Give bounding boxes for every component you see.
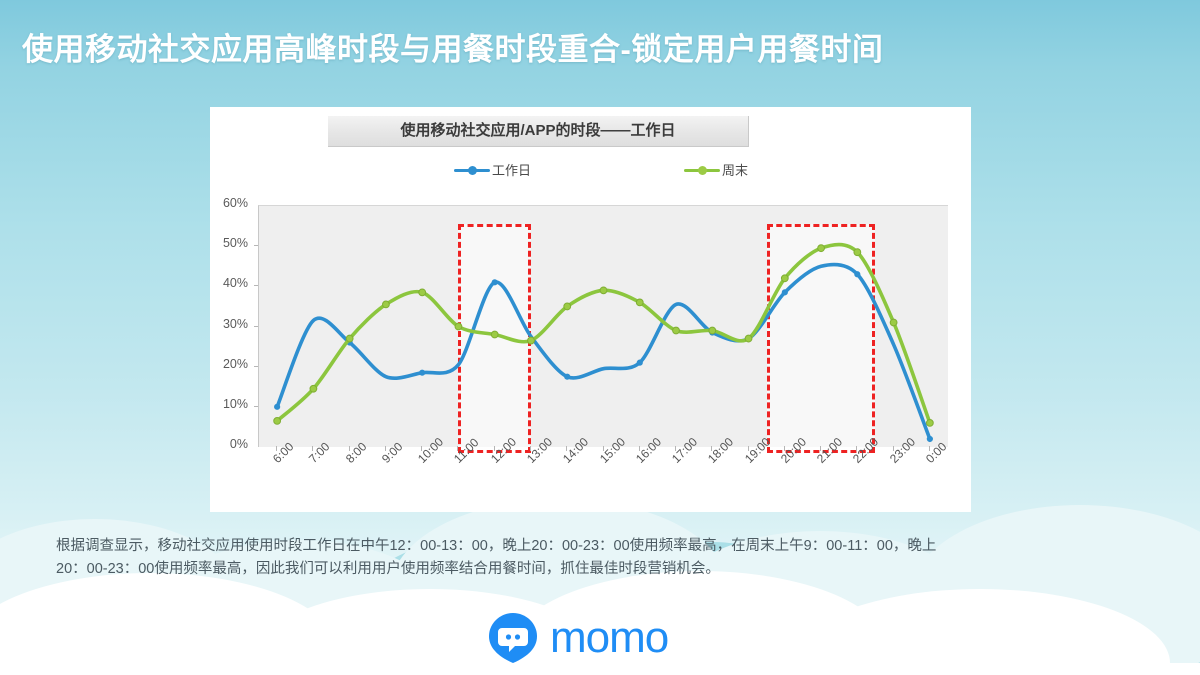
data-point bbox=[563, 302, 572, 311]
y-axis-tick-label: 20% bbox=[222, 356, 248, 371]
x-axis-tick-mark bbox=[747, 446, 749, 451]
x-axis-tick-mark bbox=[421, 446, 423, 451]
data-point bbox=[925, 419, 934, 427]
y-axis-tick-label: 10% bbox=[222, 396, 248, 411]
x-axis-tick-mark bbox=[675, 446, 677, 451]
x-axis-tick-mark bbox=[928, 446, 930, 451]
x-axis-tick-mark bbox=[529, 446, 531, 451]
y-axis-tick-label: 40% bbox=[222, 276, 248, 291]
data-point bbox=[491, 279, 498, 286]
data-point bbox=[781, 289, 788, 296]
x-axis: 6:00 7:00 8:00 9:00 10:00 11:00 12:00 13:00 14:0… bbox=[258, 435, 949, 512]
x-axis-tick-mark bbox=[493, 446, 495, 451]
data-point bbox=[926, 435, 933, 443]
logo-wordmark: momo bbox=[550, 613, 669, 662]
data-point bbox=[454, 322, 463, 331]
x-axis-tick-mark bbox=[384, 446, 386, 451]
legend-label-weekday: 工作日 bbox=[492, 163, 532, 178]
x-axis-tick-mark bbox=[638, 446, 640, 451]
y-axis-tick-label: 60% bbox=[222, 196, 248, 210]
data-point bbox=[672, 326, 680, 335]
data-point bbox=[854, 271, 861, 278]
x-axis-tick-mark bbox=[892, 446, 894, 451]
caption-line-1: 根据调查显示，移动社交应用使用时段工作日在中午12：00-13：00，晚上20：… bbox=[56, 538, 937, 554]
caption-line-2: 20：00-23：00使用频率最高，因此我们可以利用用户使用频率结合用餐时间，抓… bbox=[56, 561, 720, 577]
data-point bbox=[817, 244, 825, 253]
dinner-peak-box bbox=[766, 224, 876, 453]
data-point bbox=[309, 384, 318, 393]
plot-area bbox=[258, 205, 948, 453]
x-axis-tick-mark bbox=[457, 446, 459, 451]
y-axis-tick-mark bbox=[254, 325, 260, 327]
series-line-weekday bbox=[275, 262, 932, 441]
momo-logo: momo bbox=[488, 612, 712, 664]
x-axis-tick-mark bbox=[276, 446, 278, 451]
legend-item-weekday[interactable]: 工作日 bbox=[454, 160, 531, 179]
y-axis-tick-mark bbox=[254, 245, 260, 247]
y-axis-tick-label: 0% bbox=[229, 437, 248, 451]
x-axis-tick-mark bbox=[820, 446, 822, 451]
data-point bbox=[274, 403, 281, 410]
series-line-weekend bbox=[275, 242, 932, 425]
data-point bbox=[889, 318, 898, 327]
x-axis-tick-mark bbox=[711, 446, 713, 451]
chart-legend: 工作日 周末 bbox=[210, 160, 971, 182]
legend-marker-weekday-icon bbox=[454, 164, 490, 176]
x-axis-tick-mark bbox=[566, 446, 568, 451]
chart-card: 使用移动社交应用/APP的时段——工作日 工作日 周末 0% 10% 20% 30% 4… bbox=[210, 107, 971, 512]
momo-pin-icon bbox=[489, 613, 537, 663]
data-point bbox=[564, 373, 571, 380]
data-point bbox=[418, 288, 427, 297]
y-axis-tick-mark bbox=[254, 285, 260, 287]
x-axis-tick-mark bbox=[856, 446, 858, 451]
data-point bbox=[708, 326, 717, 335]
x-axis-tick-mark bbox=[348, 446, 350, 451]
y-axis-tick-label: 50% bbox=[222, 236, 248, 251]
data-point bbox=[636, 359, 643, 366]
data-point bbox=[490, 330, 499, 339]
legend-item-weekend[interactable]: 周末 bbox=[684, 160, 748, 179]
y-axis-tick-mark bbox=[254, 405, 260, 407]
data-point bbox=[599, 286, 608, 295]
legend-label-weekend: 周末 bbox=[722, 163, 749, 178]
cloud-decoration bbox=[0, 499, 1200, 675]
x-axis-tick-mark bbox=[783, 446, 785, 451]
x-axis-tick-mark bbox=[312, 446, 314, 451]
page-title: 使用移动社交应用高峰时段与用餐时段重合-锁定用户用餐时间 bbox=[22, 32, 884, 67]
chart-title-container: 使用移动社交应用/APP的时段——工作日 bbox=[328, 116, 749, 147]
data-point bbox=[853, 248, 862, 257]
data-point bbox=[382, 300, 390, 309]
y-axis-tick-label: 30% bbox=[222, 316, 248, 331]
chart-title: 使用移动社交应用/APP的时段——工作日 bbox=[328, 116, 749, 147]
data-point bbox=[419, 369, 426, 376]
data-point bbox=[273, 416, 282, 425]
data-point bbox=[527, 336, 535, 345]
caption: 根据调查显示，移动社交应用使用时段工作日在中午12：00-13：00，晚上20：… bbox=[56, 535, 1156, 581]
data-point bbox=[780, 274, 789, 283]
x-axis-tick-mark bbox=[602, 446, 604, 451]
data-point bbox=[345, 334, 354, 343]
y-axis-tick-mark bbox=[254, 365, 260, 367]
series-lines bbox=[273, 242, 934, 443]
data-point bbox=[635, 298, 644, 307]
data-point bbox=[744, 334, 753, 343]
legend-marker-weekend-icon bbox=[684, 164, 720, 176]
y-axis: 0% 10% 20% 30% 40% 50% 60% bbox=[210, 196, 260, 452]
